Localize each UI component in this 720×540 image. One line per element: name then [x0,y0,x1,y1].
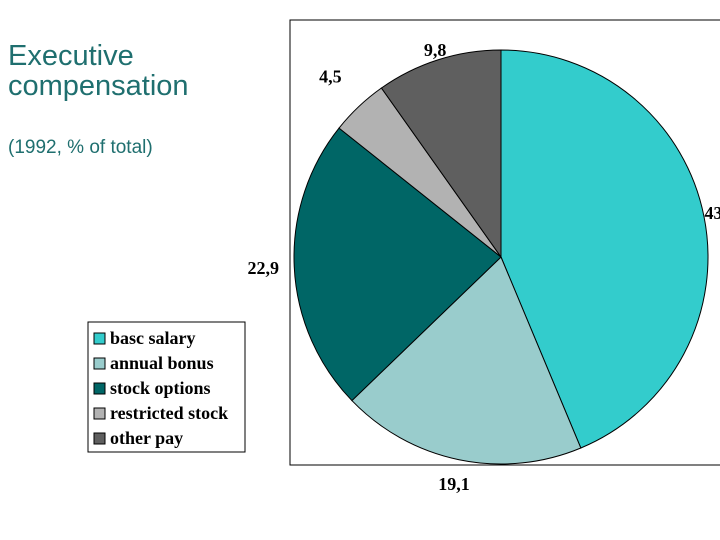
data-label: 19,1 [438,474,470,494]
pie-slice [351,256,582,465]
legend-label: annual bonus [110,353,214,373]
plot-frame [289,19,720,466]
chart-title: Executive compensation [8,40,189,102]
legend-label: basc salary [110,328,196,348]
chart-subtitle: (1992, % of total) [8,137,153,158]
data-label: 22,9 [247,258,279,278]
data-label: 9,8 [424,40,447,60]
legend-swatch [93,357,106,370]
data-label: 4,5 [319,66,342,86]
pie-slice [293,127,502,402]
legend-box [87,321,246,453]
data-label: 43,7 [704,203,720,223]
pie-slice [380,49,502,259]
pie-slice [500,49,709,449]
legend-label: restricted stock [110,403,228,423]
legend-label: other pay [110,428,183,448]
legend-swatch [93,382,106,395]
legend-swatch [93,407,106,420]
legend-swatch [93,432,106,445]
legend-swatch [93,332,106,345]
legend-label: stock options [110,378,211,398]
